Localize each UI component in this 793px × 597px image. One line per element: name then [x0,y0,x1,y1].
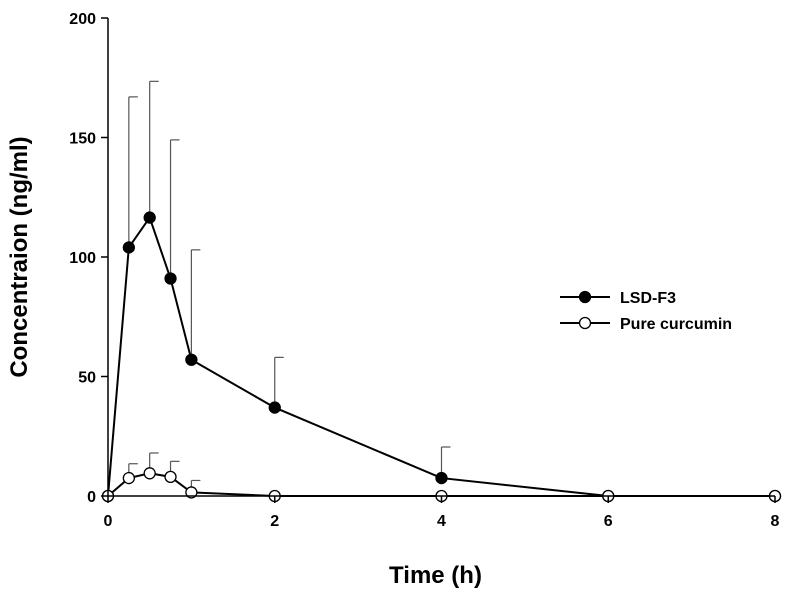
x-tick-label: 0 [104,513,113,530]
y-tick-label: 100 [69,250,96,267]
data-point [164,470,177,484]
data-point [435,471,448,485]
x-tick-label: 2 [270,513,279,530]
y-tick-label: 0 [87,489,96,506]
x-tick-label: 8 [771,513,780,530]
y-tick-label: 150 [69,131,96,148]
data-point [122,241,135,254]
data-point [268,401,281,414]
legend-marker [578,316,592,330]
legend-marker [578,290,592,304]
data-point [185,486,198,499]
error-bars [128,80,451,493]
legend: LSD-F3 Pure curcumin [560,290,732,333]
legend-label: LSD-F3 [620,290,676,307]
plot-area [101,80,782,503]
x-axis-ticks: 0 2 4 6 8 [104,496,780,530]
y-tick-label: 50 [78,370,96,387]
x-tick-label: 4 [437,513,446,530]
data-point [164,272,177,285]
x-tick-label: 6 [604,513,613,530]
legend-label: Pure curcumin [620,316,732,333]
data-point [122,471,135,485]
data-point [185,353,198,366]
axes: 0 2 4 6 8 0 50 100 150 200 [69,11,779,530]
y-tick-label: 200 [69,11,96,28]
data-point [143,211,156,224]
y-axis-ticks: 0 50 100 150 200 [69,11,108,506]
data-point [143,467,156,480]
y-axis-title: Concentraion (ng/ml) [6,136,33,377]
x-axis-title: Time (h) [389,562,482,589]
